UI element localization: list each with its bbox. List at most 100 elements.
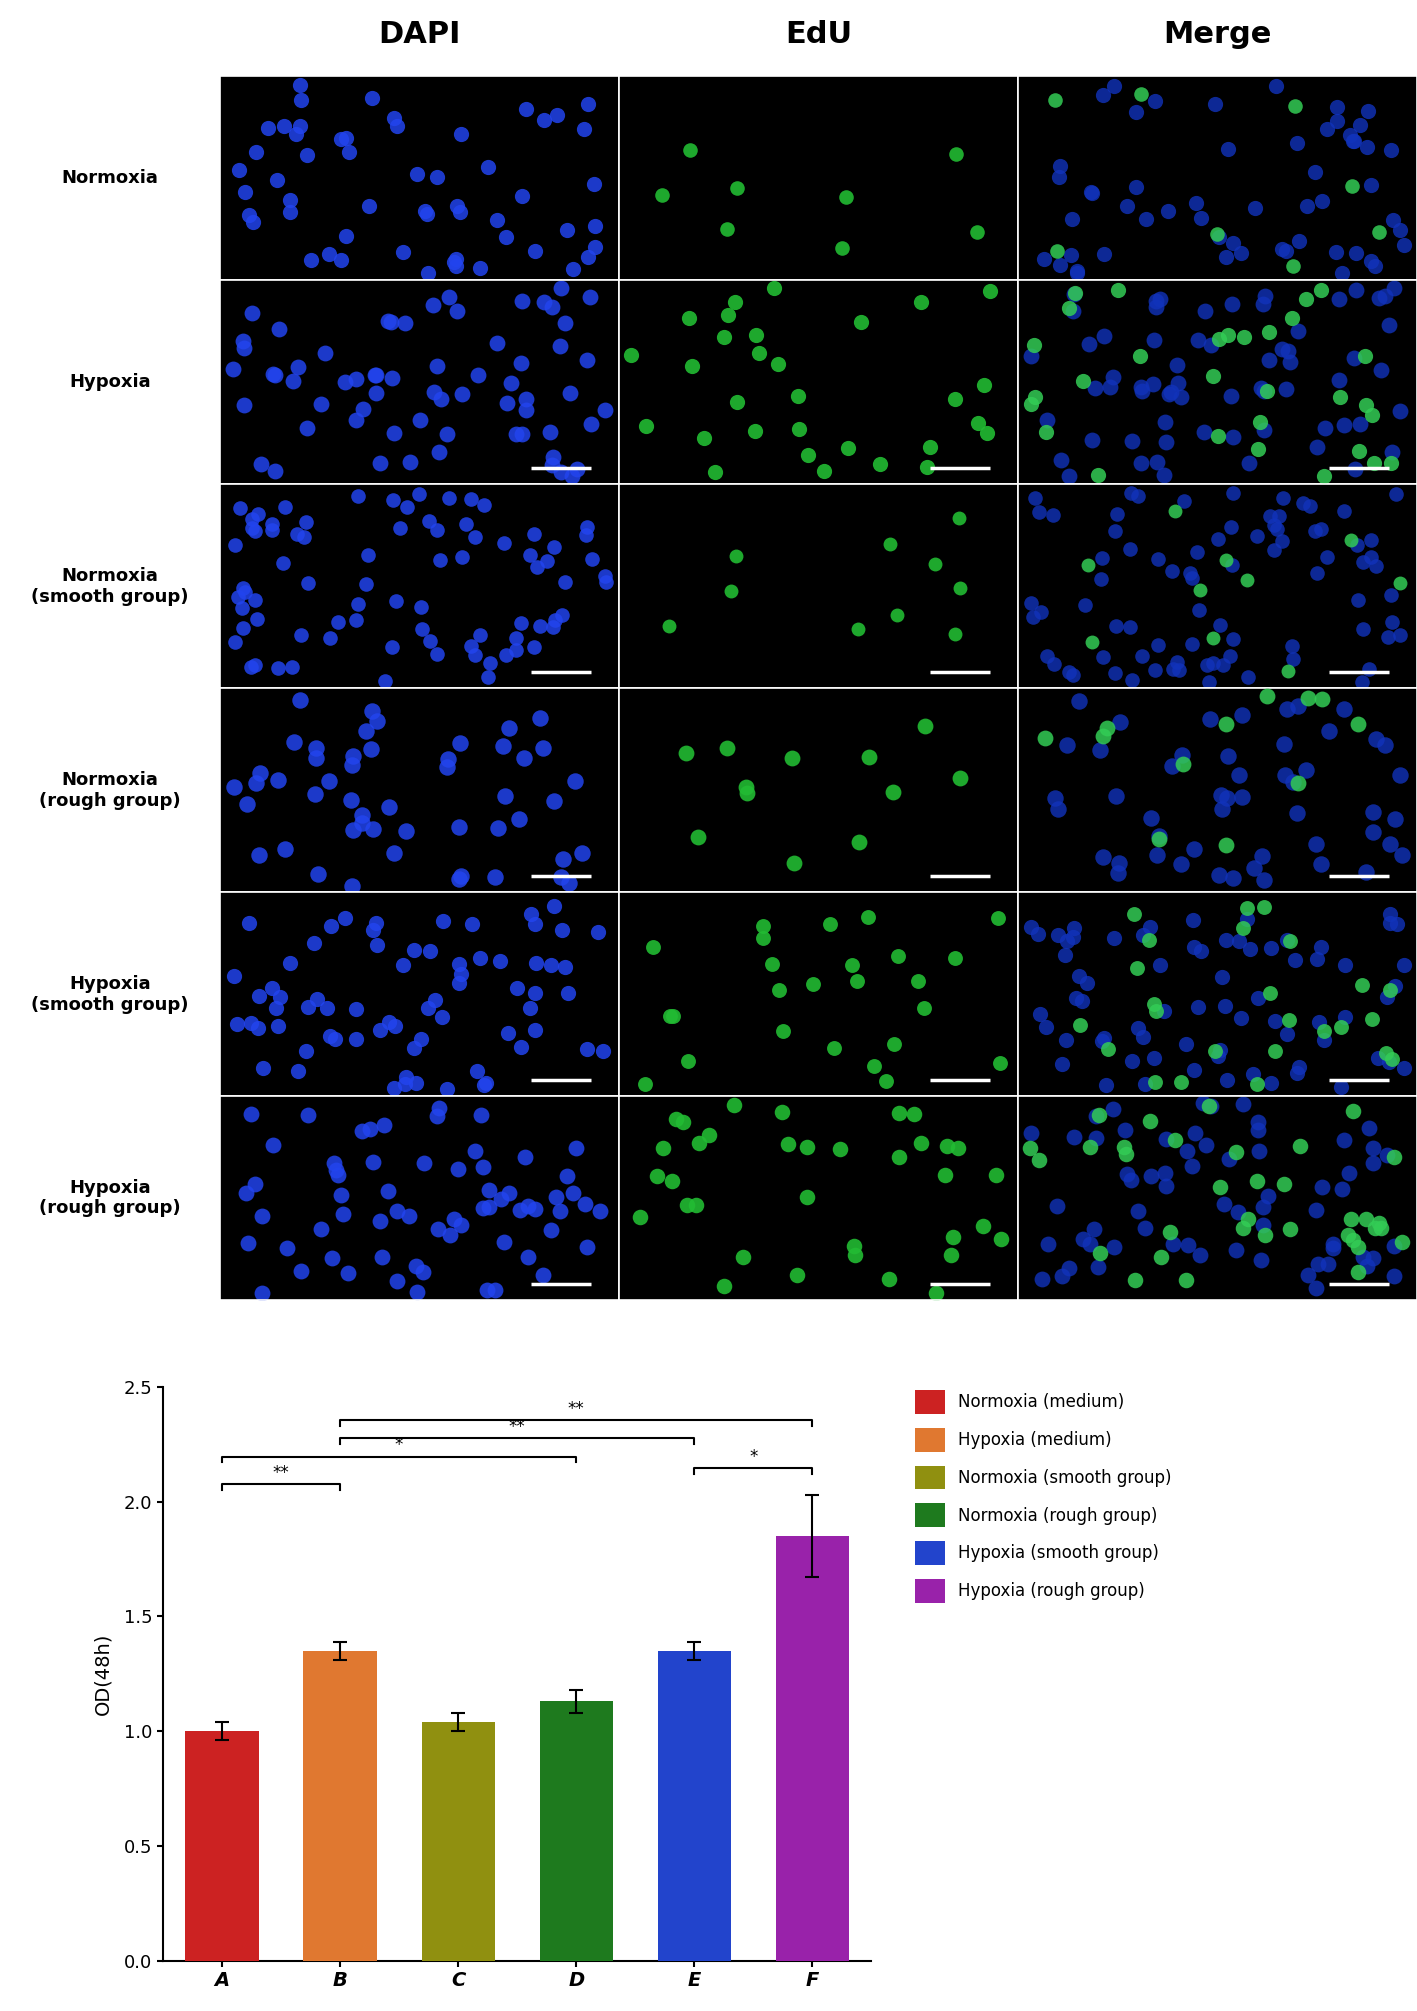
Point	[1353, 340, 1376, 372]
Point	[1332, 694, 1355, 726]
Point	[398, 446, 421, 479]
Point	[1091, 642, 1114, 674]
Point	[1238, 933, 1261, 965]
Point	[323, 1146, 346, 1178]
Point	[1125, 97, 1148, 129]
Point	[232, 611, 255, 644]
Text: Hypoxia: Hypoxia	[69, 374, 150, 392]
Point	[672, 1106, 694, 1138]
Point	[795, 1180, 818, 1213]
Point	[1297, 189, 1319, 221]
Point	[1020, 340, 1043, 372]
Point	[1311, 684, 1333, 716]
Point	[1278, 1003, 1301, 1036]
Point	[1360, 541, 1383, 573]
Point	[1382, 436, 1404, 469]
Point	[341, 748, 364, 780]
Point	[289, 1255, 312, 1287]
Point	[1309, 513, 1332, 545]
Point	[364, 907, 387, 939]
Point	[1258, 977, 1281, 1010]
Point	[1084, 372, 1107, 404]
Point	[1333, 408, 1356, 440]
Point	[1349, 109, 1372, 141]
Point	[1280, 925, 1302, 957]
Point	[541, 448, 564, 481]
Point	[241, 298, 264, 330]
Point	[1275, 694, 1298, 726]
Point	[1342, 342, 1365, 374]
Point	[1309, 847, 1332, 879]
Point	[361, 80, 384, 113]
Point	[1263, 509, 1285, 541]
Point	[857, 901, 880, 933]
Point	[1329, 380, 1352, 412]
Point	[1142, 1042, 1165, 1074]
Point	[1076, 967, 1098, 999]
Point	[846, 613, 869, 646]
Point	[577, 344, 599, 376]
Point	[1274, 760, 1297, 792]
Point	[1379, 897, 1401, 929]
Point	[483, 1273, 506, 1305]
Point	[1078, 1229, 1101, 1261]
Point	[1146, 543, 1169, 575]
Point	[286, 1056, 309, 1088]
Point	[934, 1158, 956, 1191]
Point	[1152, 459, 1175, 491]
Point	[536, 545, 558, 577]
Point	[234, 1176, 256, 1209]
Point	[677, 302, 700, 334]
Point	[232, 571, 255, 603]
Point	[268, 314, 290, 346]
Point	[432, 905, 455, 937]
Point	[1370, 354, 1393, 386]
Point	[405, 1251, 428, 1283]
Point	[1384, 802, 1407, 835]
Point	[422, 376, 445, 408]
Point	[478, 662, 500, 694]
Point	[1268, 499, 1291, 531]
Point	[1110, 706, 1132, 738]
Point	[1328, 284, 1350, 316]
Point	[1287, 316, 1309, 348]
Point	[398, 1201, 421, 1233]
Point	[510, 607, 533, 639]
Point	[723, 1090, 745, 1122]
Point	[1090, 563, 1112, 595]
Point	[354, 716, 377, 748]
Point	[621, 340, 643, 372]
Point	[383, 416, 405, 448]
Point	[395, 491, 418, 523]
Point	[1155, 426, 1178, 459]
Point	[1104, 515, 1127, 547]
Point	[279, 947, 302, 979]
Point	[1033, 243, 1056, 276]
Point	[357, 539, 380, 571]
Point	[1343, 452, 1366, 485]
Point	[1061, 294, 1084, 326]
Point	[1370, 1213, 1393, 1245]
Point	[1027, 497, 1050, 529]
Point	[351, 798, 374, 831]
Point	[504, 621, 527, 654]
Point	[1153, 406, 1176, 438]
Point	[1093, 237, 1115, 269]
Point	[428, 436, 451, 469]
Point	[679, 135, 701, 167]
Point	[1145, 292, 1168, 324]
Point	[1080, 175, 1102, 207]
Point	[1063, 1120, 1085, 1152]
Point	[1342, 125, 1365, 157]
Point	[1182, 905, 1204, 937]
Point	[351, 392, 374, 424]
Point	[472, 1150, 495, 1182]
Point	[1066, 255, 1088, 288]
Point	[1135, 203, 1158, 235]
Point	[1195, 294, 1217, 326]
Point	[1352, 545, 1374, 577]
Point	[1129, 78, 1152, 111]
Point	[843, 1231, 866, 1263]
Point	[1306, 1249, 1329, 1281]
Point	[408, 404, 431, 436]
